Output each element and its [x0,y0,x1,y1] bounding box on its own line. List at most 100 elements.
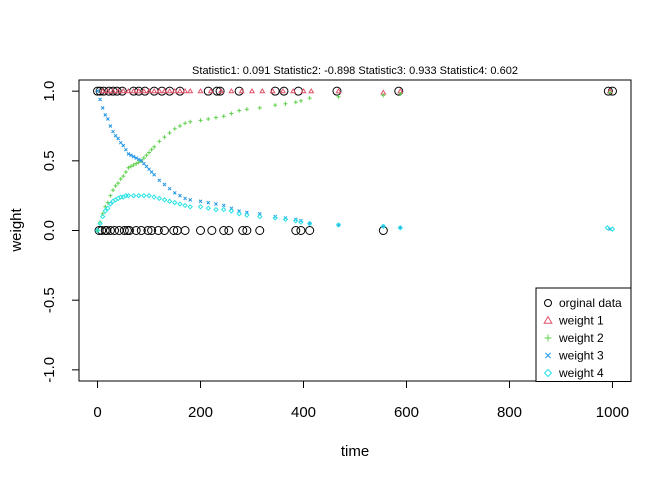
data-point [380,223,387,230]
data-point [151,194,157,200]
data-point [162,135,167,140]
data-point [257,211,262,216]
x-tick-label: 600 [394,404,419,421]
data-point [94,227,101,234]
data-point [139,158,144,163]
x-tick-label: 1000 [596,404,629,421]
legend-label: weight 4 [558,366,604,380]
data-point [100,106,105,110]
data-point [172,191,177,195]
data-point [198,199,203,204]
data-point [149,147,154,152]
data-point [123,169,128,174]
data-point [117,86,127,96]
data-point [156,87,163,94]
x-axis: 0 200 400 600 800 1000 [93,380,629,421]
data-point [99,213,106,220]
data-point [212,86,222,96]
data-point [107,201,114,207]
data-point [604,225,611,231]
series-weight-3 [95,89,612,231]
x-tick-label: 200 [188,404,213,421]
data-point [248,87,256,94]
data-point [136,157,141,162]
legend: orginal data weight 1 weight 2 weight 3 weig… [535,287,632,382]
data-point [115,87,122,94]
data-point [134,161,139,166]
data-point [269,87,276,94]
data-point [229,111,234,116]
series-weight-4 [94,192,616,234]
data-point [111,129,115,134]
data-point [182,202,188,209]
data-point [296,226,306,235]
data-point [151,87,158,94]
legend-label: weight 1 [558,314,604,328]
data-point [99,87,106,94]
data-point [134,156,139,160]
data-point [172,199,178,206]
legend-marker [543,315,553,324]
data-point [146,192,152,199]
data-point [282,216,289,223]
data-point [116,181,121,186]
data-point [293,218,299,224]
data-point [603,86,613,96]
data-point [126,165,131,170]
data-point [152,172,157,177]
data-point [273,103,278,108]
data-point [126,152,131,156]
data-point [136,192,142,199]
data-point [228,208,235,214]
data-point [298,219,304,225]
data-point [142,161,146,166]
data-point [105,226,115,235]
data-point [197,204,204,210]
data-point [121,143,126,148]
data-point [171,87,178,94]
data-point [178,193,182,198]
data-point [140,87,147,94]
data-point [305,226,315,235]
y-tick-label: 1.0 [41,81,58,102]
data-point [95,89,100,94]
data-point [166,87,173,94]
data-point [176,87,183,94]
data-point [397,225,404,231]
legend-marker [544,299,552,307]
data-point [394,86,404,96]
data-point [237,209,241,213]
data-point [242,226,252,235]
data-point [228,87,235,94]
data-point [120,87,127,94]
data-point [255,226,265,235]
data-point [131,163,136,168]
data-point [229,206,234,211]
data-point [336,94,341,99]
data-point [196,226,206,235]
data-point [124,226,134,235]
data-point [237,108,242,113]
chart-title: Statistic1: 0.091 Statistic2: -0.898 Sta… [192,65,518,77]
data-point [207,87,214,94]
x-tick-label: 800 [497,404,522,421]
data-point [245,210,249,215]
data-point [105,205,111,211]
data-point [335,222,342,228]
data-point [167,186,172,191]
data-point [177,201,183,207]
data-point [219,226,229,235]
data-point [129,164,134,169]
data-point [205,205,211,211]
data-point [206,117,211,122]
legend-label: weight 2 [558,331,604,345]
data-point [157,139,162,144]
y-tick-label: -0.5 [41,287,58,313]
data-point [291,226,301,235]
data-point [104,87,111,94]
data-point [335,87,342,94]
data-point [224,226,234,235]
data-point [169,226,179,235]
data-point [153,226,163,235]
